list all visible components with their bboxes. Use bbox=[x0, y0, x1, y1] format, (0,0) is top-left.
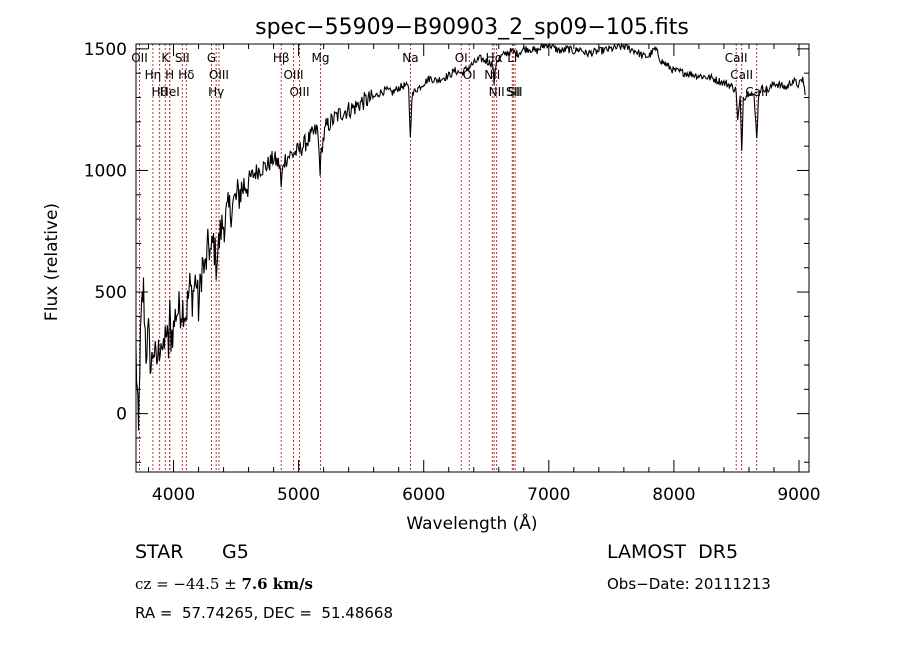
line-label-11: Hβ bbox=[273, 51, 290, 65]
line-label-18: Hα bbox=[486, 51, 503, 65]
line-label-5: HeI bbox=[160, 85, 180, 99]
spectrum-series-0 bbox=[135, 42, 806, 431]
line-label-20: NII bbox=[489, 85, 505, 99]
object-subclass: G5 bbox=[222, 541, 249, 563]
line-label-23: SII bbox=[508, 85, 523, 99]
object-class: STAR bbox=[135, 541, 184, 563]
redshift-info: cz = −44.5 ± 7.6 km/s bbox=[135, 575, 313, 593]
line-label-9: OIII bbox=[209, 68, 229, 82]
x-tick-label: 8000 bbox=[652, 485, 695, 505]
line-label-24: CaII bbox=[725, 51, 748, 65]
x-tick-label: 6000 bbox=[402, 485, 445, 505]
y-tick-label: 1500 bbox=[84, 40, 127, 60]
line-label-19: NII bbox=[484, 68, 500, 82]
line-label-4: H bbox=[165, 68, 174, 82]
observation-date: Obs−Date: 20111213 bbox=[607, 575, 771, 593]
x-tick-label: 9000 bbox=[777, 485, 820, 505]
line-label-21: Li bbox=[507, 51, 517, 65]
survey-label: LAMOST DR5 bbox=[607, 541, 739, 563]
line-labels: OII Hη Hθ KH HeI SII Hδ G OIII Hγ Hβ OIII OIII Mg Na OI… bbox=[131, 51, 768, 99]
y-axis-label: Flux (relative) bbox=[42, 203, 62, 321]
series-layer bbox=[135, 42, 806, 431]
line-label-10: Hγ bbox=[208, 85, 224, 99]
x-tick-label: 4000 bbox=[152, 485, 195, 505]
x-tick-label: 7000 bbox=[527, 485, 570, 505]
line-label-25: CaII bbox=[730, 68, 753, 82]
line-label-14: Mg bbox=[312, 51, 330, 65]
line-label-26: CaII bbox=[745, 85, 768, 99]
y-tick-label: 500 bbox=[95, 283, 127, 303]
redshift-value: cz = −44.5 ± bbox=[135, 575, 242, 593]
line-label-12: OIII bbox=[283, 68, 303, 82]
x-axis: 4000 5000 6000 7000 8000 9000 bbox=[148, 44, 821, 505]
ra-dec-coordinates: RA = 57.74265, DEC = 51.48668 bbox=[135, 604, 394, 622]
plot-frame bbox=[135, 43, 810, 473]
y-tick-label: 1000 bbox=[84, 161, 127, 181]
spectral-line-markers bbox=[139, 44, 758, 472]
line-label-15: Na bbox=[402, 51, 418, 65]
line-label-1: Hη bbox=[145, 68, 162, 82]
line-label-22: SII bbox=[506, 85, 521, 99]
line-label-0: OII bbox=[131, 51, 148, 65]
line-label-8: G bbox=[207, 51, 216, 65]
redshift-error: 7.6 km/s bbox=[241, 575, 313, 593]
line-label-6: SII bbox=[175, 51, 190, 65]
line-label-2: Hθ bbox=[151, 85, 167, 99]
line-label-17: OI bbox=[463, 68, 476, 82]
line-label-7: Hδ bbox=[178, 68, 194, 82]
line-label-13: OIII bbox=[289, 85, 309, 99]
line-label-16: OI bbox=[455, 51, 468, 65]
x-tick-label: 5000 bbox=[277, 485, 320, 505]
chart-title: spec−55909−B90903_2_sp09−105.fits bbox=[255, 15, 689, 40]
x-axis-label: Wavelength (Å) bbox=[406, 512, 537, 534]
line-label-3: K bbox=[161, 51, 170, 65]
y-axis: 0 500 1000 1500 bbox=[84, 40, 809, 463]
y-tick-label: 0 bbox=[116, 405, 127, 425]
